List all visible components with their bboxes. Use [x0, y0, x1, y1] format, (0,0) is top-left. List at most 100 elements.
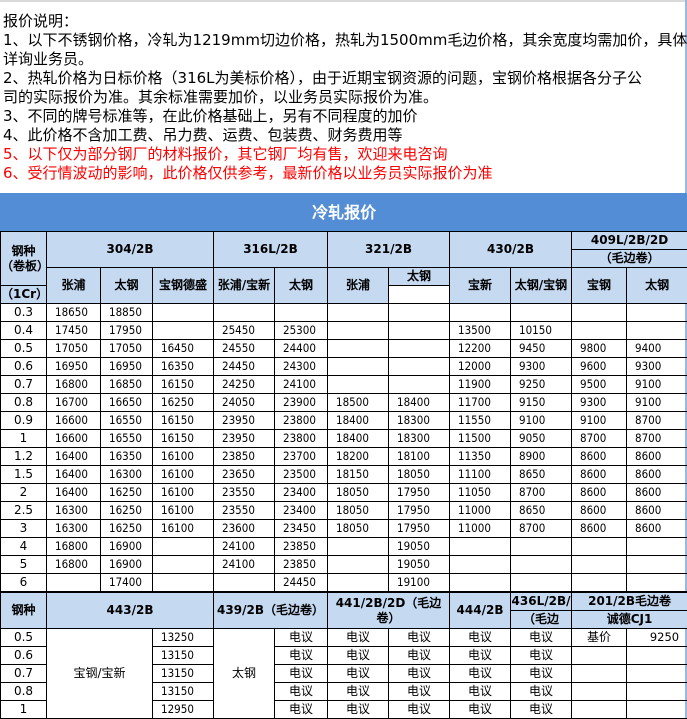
- empty-cell: [625, 700, 687, 719]
- empty-cell: [571, 682, 627, 701]
- price-cell: [327, 555, 389, 574]
- price-cell: 11700: [449, 393, 511, 412]
- price-cell: 11550: [449, 411, 511, 430]
- price-cell: [571, 537, 627, 556]
- price-cell: [449, 573, 511, 593]
- price-cell: 18050: [327, 501, 389, 520]
- price-inquiry-cell: 电议: [274, 682, 328, 701]
- price-cell: 13150: [152, 682, 214, 701]
- price-cell: 16300: [46, 519, 101, 538]
- note-line: 详询业务员。: [3, 50, 94, 68]
- thickness-cell: 1.2: [0, 447, 47, 466]
- group-439: 439/2B（毛边卷）: [213, 591, 328, 629]
- price-cell: 9500: [571, 375, 627, 394]
- price-cell: 16950: [46, 357, 101, 376]
- price-inquiry-cell: 电议: [327, 682, 389, 701]
- price-cell: [152, 537, 214, 556]
- price-inquiry-cell: 电议: [274, 700, 328, 719]
- price-inquiry-cell: 电议: [388, 664, 450, 683]
- thickness-cell: 5: [0, 555, 47, 574]
- price-cell: 23450: [274, 519, 328, 538]
- thickness-cell: 0.5: [0, 339, 47, 358]
- group-430: 430/2B: [449, 231, 572, 268]
- sub-taigang-321: 太钢: [388, 267, 450, 286]
- price-cell: 11000: [449, 501, 511, 520]
- price-inquiry-cell: 电议: [449, 700, 511, 719]
- price-cell: 16100: [152, 447, 214, 466]
- price-cell: 16550: [100, 411, 153, 430]
- price-cell: 18300: [388, 429, 450, 448]
- price-cell: 25450: [213, 321, 275, 340]
- price-inquiry-cell: 电议: [274, 664, 328, 683]
- price-cell: 12200: [449, 339, 511, 358]
- price-cell: 16400: [46, 483, 101, 502]
- price-cell: [571, 555, 627, 574]
- price-cell: 23950: [213, 429, 275, 448]
- group-321: 321/2B: [327, 231, 450, 268]
- note-line: 2、热轧价格为日标价格（316L为美标价格），由于近期宝钢资源的问题，宝钢价格根…: [3, 69, 643, 87]
- price-cell: 24450: [274, 573, 328, 593]
- price-cell: [327, 303, 389, 322]
- price-cell: 17400: [100, 573, 153, 593]
- group-201: 201/2B毛边卷: [570, 591, 687, 611]
- price-cell: 18050: [388, 465, 450, 484]
- price-cell: 23850: [213, 447, 275, 466]
- price-cell: [510, 555, 572, 574]
- price-cell: 18500: [327, 393, 389, 412]
- group-201-sub: 诚德CJ1: [570, 610, 687, 629]
- sub-zhangpu: 张浦: [46, 267, 101, 304]
- price-cell: 18050: [327, 519, 389, 538]
- price-cell: 8700: [510, 519, 572, 538]
- price-cell: 9100: [625, 375, 687, 394]
- price-cell: 16600: [46, 429, 101, 448]
- price-cell: 9300: [510, 357, 572, 376]
- empty-cell: [571, 646, 627, 665]
- price-cell: [152, 303, 214, 322]
- price-cell: [213, 303, 275, 322]
- price-cell: 13150: [152, 646, 214, 665]
- price-cell: 9400: [625, 339, 687, 358]
- price-cell: 8600: [625, 501, 687, 520]
- price-cell: 11350: [449, 447, 511, 466]
- sub-baogang-409: 宝钢: [571, 267, 627, 304]
- price-cell: 18400: [327, 411, 389, 430]
- price-cell: 16150: [152, 429, 214, 448]
- price-cell: [510, 537, 572, 556]
- price-cell: 24100: [213, 555, 275, 574]
- table-row: 5 16800 16900 24100 23850 19050: [0, 555, 687, 574]
- base-price-label: 基价: [571, 628, 627, 647]
- price-cell: 17050: [46, 339, 101, 358]
- price-cell: 16950: [100, 357, 153, 376]
- price-cell: 16450: [152, 339, 214, 358]
- price-inquiry-cell: 电议: [510, 628, 572, 647]
- table-row: 0.6 13150 电议 电议 电议 电议 电议: [0, 646, 687, 665]
- price-inquiry-cell: 电议: [449, 682, 511, 701]
- price-cell: [625, 573, 687, 593]
- notes-lines: 1、以下不锈钢价格，冷轧为1219mm切边价格，热轧为1500mm毛边价格，其余…: [3, 31, 687, 183]
- price-cell: 16350: [100, 447, 153, 466]
- thickness-cell: 0.7: [0, 664, 47, 683]
- price-inquiry-cell: 电议: [327, 664, 389, 683]
- thickness-cell: 0.6: [0, 357, 47, 376]
- price-cell: 8900: [510, 447, 572, 466]
- price-cell: 11100: [449, 465, 511, 484]
- price-cell: [327, 339, 389, 358]
- price-cell: [625, 303, 687, 322]
- sub-taigang-316l: 太钢: [274, 267, 328, 304]
- group-304: 304/2B: [46, 231, 214, 268]
- price-cell: [510, 303, 572, 322]
- table-row: 1 12950 电议 电议 电议 电议 电议: [0, 700, 687, 719]
- price-cell: 23700: [274, 447, 328, 466]
- sub-baoxin: 宝新: [449, 267, 511, 304]
- price-cell: 16850: [100, 375, 153, 394]
- price-cell: 16250: [100, 519, 153, 538]
- price-inquiry-cell: 电议: [510, 700, 572, 719]
- thickness-cell: 3: [0, 519, 47, 538]
- price-cell: [571, 573, 627, 593]
- price-cell: 25300: [274, 321, 328, 340]
- price-cell: 16800: [46, 375, 101, 394]
- price-cell: 16250: [100, 501, 153, 520]
- price-cell: [625, 321, 687, 340]
- price-cell: 24250: [213, 375, 275, 394]
- price-inquiry-cell: 电议: [327, 646, 389, 665]
